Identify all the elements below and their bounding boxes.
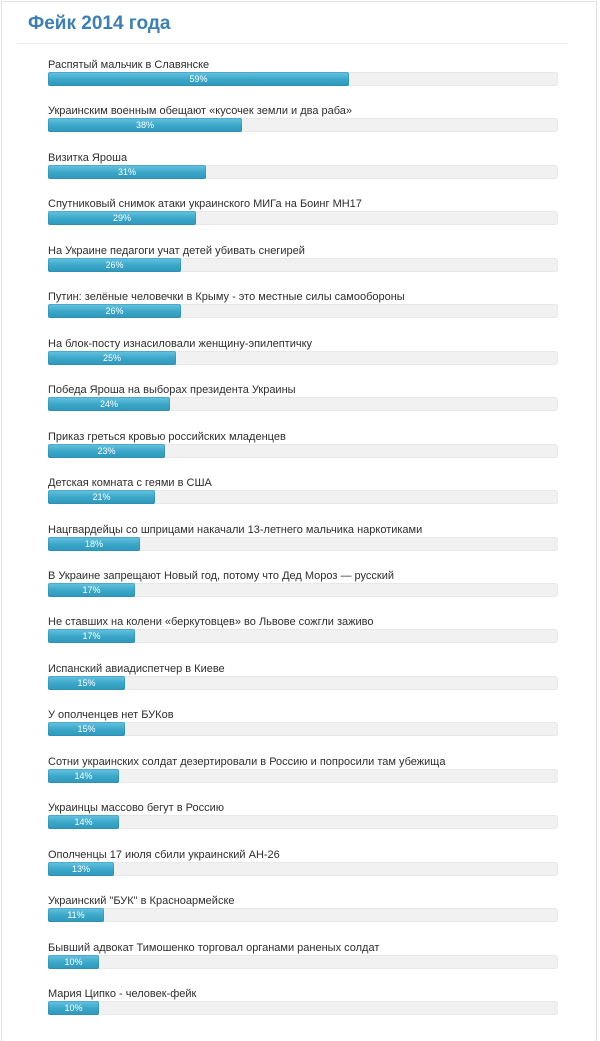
result-bar (48, 583, 135, 597)
result-bar (48, 118, 242, 132)
poll-title: Фейк 2014 года (28, 13, 171, 34)
result-bar (48, 351, 176, 365)
poll-row: Победа Яроша на выборах президента Украи… (48, 384, 558, 420)
result-bar (48, 908, 104, 922)
result-bar (48, 211, 196, 225)
poll-option-label: Путин: зелёные человечки в Крыму - это м… (48, 291, 405, 303)
result-percent-label: 31% (117, 167, 136, 177)
poll-row: Ополченцы 17 июля сбили украинский АН-26… (48, 849, 558, 885)
result-percent-label: 38% (135, 120, 154, 130)
poll-row: Испанский авиадиспетчер в Киеве 15% (48, 663, 558, 699)
poll-row: Бывший адвокат Тимошенко торговал органа… (48, 942, 558, 978)
result-bar (48, 955, 99, 969)
poll-option-label: В Украине запрещают Новый год, потому чт… (48, 570, 395, 582)
poll-row: Не ставших на колени «беркутовцев» во Ль… (48, 616, 558, 652)
result-percent-label: 10% (64, 1003, 83, 1013)
result-bar (48, 72, 349, 86)
poll-option-label: Победа Яроша на выборах президента Украи… (48, 384, 296, 396)
result-percent-label: 26% (105, 306, 124, 316)
result-bar (48, 769, 119, 783)
poll-option-label: Сотни украинских солдат дезертировали в … (48, 756, 446, 768)
result-percent-label: 17% (82, 585, 101, 595)
result-percent-label: 29% (112, 213, 131, 223)
poll-row: Визитка Яроша 31% (48, 152, 558, 188)
result-percent-label: 14% (74, 817, 93, 827)
poll-option-label: Украинский "БУК" в Красноармейске (48, 895, 235, 907)
poll-row: Сотни украинских солдат дезертировали в … (48, 756, 558, 792)
result-bar (48, 629, 135, 643)
result-percent-label: 25% (102, 353, 121, 363)
poll-option-label: Не ставших на колени «беркутовцев» во Ль… (48, 616, 374, 628)
poll-row: Украинский "БУК" в Красноармейске 11% (48, 895, 558, 931)
poll-row: На блок-посту изнасиловали женщину-эпиле… (48, 338, 558, 374)
poll-option-label: Украинским военным обещают «кусочек земл… (48, 105, 353, 117)
result-bar (48, 165, 206, 179)
poll-option-label: Спутниковый снимок атаки украинского МИГ… (48, 198, 362, 210)
poll-row: Распятый мальчик в Славянске 59% (48, 59, 558, 95)
result-percent-label: 26% (105, 260, 124, 270)
title-divider (17, 43, 568, 44)
poll-option-label: Испанский авиадиспетчер в Киеве (48, 663, 225, 675)
result-bar (48, 537, 140, 551)
result-percent-label: 10% (64, 957, 83, 967)
result-percent-label: 15% (77, 724, 96, 734)
poll-row: У ополченцев нет БУКов 15% (48, 709, 558, 745)
poll-option-label: У ополченцев нет БУКов (48, 709, 174, 721)
bar-track (48, 908, 558, 922)
result-bar (48, 444, 165, 458)
poll-row: Мария Ципко - человек-фейк 10% (48, 988, 558, 1024)
poll-option-label: Приказ греться кровью российских младенц… (48, 431, 286, 443)
result-percent-label: 59% (189, 74, 208, 84)
poll-option-label: На блок-посту изнасиловали женщину-эпиле… (48, 338, 313, 350)
result-percent-label: 18% (84, 539, 103, 549)
result-percent-label: 23% (97, 446, 116, 456)
poll-option-label: На Украине педагоги учат детей убивать с… (48, 245, 305, 257)
result-bar (48, 815, 119, 829)
result-percent-label: 21% (92, 492, 111, 502)
poll-row: Спутниковый снимок атаки украинского МИГ… (48, 198, 558, 234)
bar-track (48, 1001, 558, 1015)
poll-option-label: Детская комната с геями в США (48, 477, 212, 489)
result-percent-label: 15% (77, 678, 96, 688)
result-percent-label: 17% (82, 631, 101, 641)
bar-track (48, 769, 558, 783)
poll-row: В Украине запрещают Новый год, потому чт… (48, 570, 558, 606)
poll-option-label: Ополченцы 17 июля сбили украинский АН-26 (48, 849, 280, 861)
poll-option-label: Бывший адвокат Тимошенко торговал органа… (48, 942, 380, 954)
bar-track (48, 862, 558, 876)
poll-option-label: Визитка Яроша (48, 152, 128, 164)
poll-row: Нацгвардейцы со шприцами накачали 13-лет… (48, 524, 558, 560)
result-bar (48, 397, 170, 411)
poll-row: Детская комната с геями в США 21% (48, 477, 558, 513)
poll-option-label: Украинцы массово бегут в Россию (48, 802, 225, 814)
poll-option-label: Нацгвардейцы со шприцами накачали 13-лет… (48, 524, 423, 536)
result-percent-label: 14% (74, 771, 93, 781)
result-percent-label: 11% (67, 910, 85, 920)
poll-row: На Украине педагоги учат детей убивать с… (48, 245, 558, 281)
bar-track (48, 815, 558, 829)
result-bar (48, 490, 155, 504)
result-bar (48, 722, 125, 736)
bar-track (48, 955, 558, 969)
poll-row: Украинцы массово бегут в Россию 14% (48, 802, 558, 838)
poll-row: Приказ греться кровью российских младенц… (48, 431, 558, 467)
result-bar (48, 1001, 99, 1015)
result-bar (48, 258, 181, 272)
result-bar (48, 862, 114, 876)
result-percent-label: 13% (71, 864, 90, 874)
poll-row: Украинским военным обещают «кусочек земл… (48, 105, 558, 141)
result-bar (48, 676, 125, 690)
poll-option-label: Распятый мальчик в Славянске (48, 59, 210, 71)
result-percent-label: 24% (99, 399, 118, 409)
poll-row: Путин: зелёные человечки в Крыму - это м… (48, 291, 558, 327)
poll-option-label: Мария Ципко - человек-фейк (48, 988, 197, 1000)
result-bar (48, 304, 181, 318)
